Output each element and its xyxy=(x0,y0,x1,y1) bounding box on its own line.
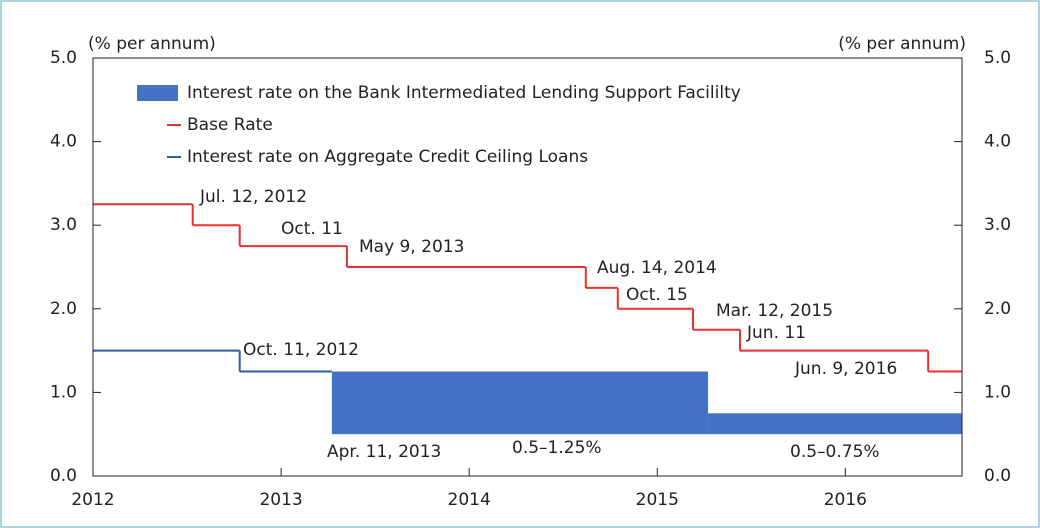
annotation: May 9, 2013 xyxy=(359,237,464,257)
x-tick-label: 2014 xyxy=(448,490,491,510)
annotation: Apr. 11, 2013 xyxy=(327,442,441,462)
x-tick-label: 2013 xyxy=(259,490,302,510)
annotation: Oct. 11, 2012 xyxy=(243,340,359,360)
y2-tick-label: 5.0 xyxy=(984,48,1011,68)
legend-label: Base Rate xyxy=(187,115,273,135)
annotation: Jun. 11 xyxy=(746,323,806,343)
y-axis-label: (% per annum) xyxy=(88,34,216,54)
y2-tick-label: 4.0 xyxy=(984,132,1011,152)
annotation: Oct. 11 xyxy=(281,219,343,239)
y-tick-label: 0.0 xyxy=(50,466,77,486)
range-bar xyxy=(708,413,962,435)
y-tick-label: 2.0 xyxy=(50,299,77,319)
y2-tick-label: 1.0 xyxy=(984,382,1011,402)
plot-frame xyxy=(92,57,963,477)
annotation: Jun. 9, 2016 xyxy=(794,359,897,379)
x-tick-label: 2015 xyxy=(636,490,679,510)
legend-label: Interest rate on the Bank Intermediated … xyxy=(187,83,741,103)
annotation: 0.5–0.75% xyxy=(790,442,880,462)
x-tick-label: 2012 xyxy=(71,490,114,510)
y-tick-label: 5.0 xyxy=(50,48,77,68)
y-tick-label: 3.0 xyxy=(50,215,77,235)
y2-tick-label: 3.0 xyxy=(984,215,1011,235)
x-tick-label: 2016 xyxy=(824,490,867,510)
y2-tick-label: 2.0 xyxy=(984,299,1011,319)
annotation: 0.5–1.25% xyxy=(512,438,602,458)
annotation: Jul. 12, 2012 xyxy=(199,187,307,207)
y2-axis-label: (% per annum) xyxy=(838,34,966,54)
annotation: Oct. 15 xyxy=(626,285,688,305)
y-tick-label: 1.0 xyxy=(50,382,77,402)
y2-tick-label: 0.0 xyxy=(984,466,1011,486)
legend-swatch xyxy=(137,85,178,101)
legend-label: Interest rate on Aggregate Credit Ceilin… xyxy=(187,147,588,167)
y-tick-label: 4.0 xyxy=(50,132,77,152)
annotation: Mar. 12, 2015 xyxy=(716,301,833,321)
annotation: Aug. 14, 2014 xyxy=(597,258,717,278)
range-bar xyxy=(331,371,709,435)
